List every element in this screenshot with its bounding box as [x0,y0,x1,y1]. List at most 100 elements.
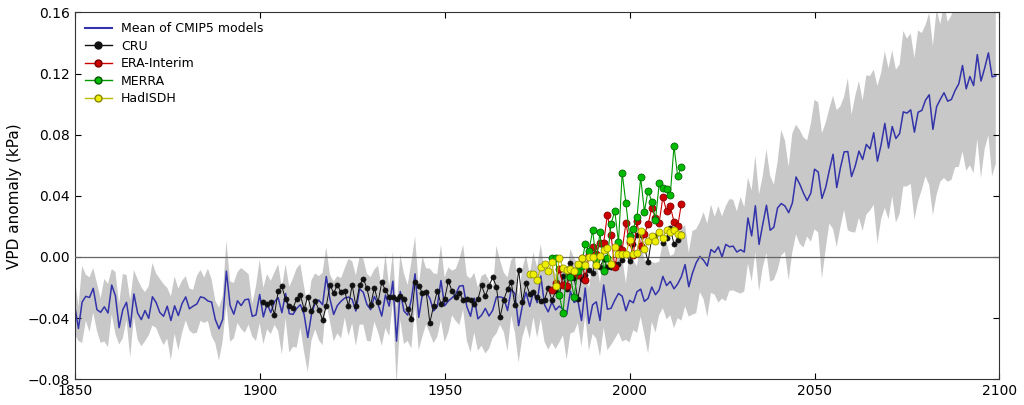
Point [610,261,627,267]
Point [399,306,416,313]
Point [633,243,649,250]
Point [606,208,623,214]
Point [521,291,538,297]
Point [577,241,593,247]
Point [370,299,386,306]
Point [514,299,530,305]
Point [640,221,656,228]
Point [654,239,671,246]
Point [606,264,623,271]
Point [566,268,583,274]
Point [463,297,479,303]
Point [670,231,686,237]
Point [374,279,390,286]
Point [367,284,383,291]
Point [292,292,308,298]
Point [614,257,631,264]
Point [629,218,645,224]
Point [647,233,664,239]
Point [355,275,372,282]
Point [596,247,612,253]
Point [636,246,652,252]
Point [555,310,571,316]
Point [540,268,556,275]
Point [481,283,498,289]
Point [651,229,668,235]
Point [658,234,675,241]
Point [670,223,686,230]
Point [651,220,668,226]
Point [555,273,571,279]
Point [573,275,590,282]
Point [673,232,689,238]
Point [273,283,290,290]
Point [666,227,682,233]
Point [548,254,564,261]
Point [629,249,645,256]
Point [532,298,549,304]
Point [562,265,579,272]
Point [636,245,652,251]
Point [603,264,620,270]
Point [633,228,649,234]
Point [340,303,356,309]
Point [351,282,368,289]
Point [640,238,656,245]
Point [647,214,664,221]
Point [285,305,301,311]
Point [529,277,546,283]
Point [300,293,316,300]
Point [647,217,664,224]
Point [606,244,623,250]
Point [596,239,612,246]
Point [633,232,649,238]
Point [381,294,397,300]
Point [540,285,556,291]
Point [625,226,641,232]
Point [259,301,275,307]
Point [455,297,471,303]
Point [477,293,494,299]
Point [555,282,571,288]
Point [422,320,438,326]
Point [647,238,664,244]
Point [617,220,634,227]
Point [599,255,615,261]
Point [518,280,535,287]
Point [333,289,349,296]
Point [466,301,482,307]
Point [603,261,620,268]
Point [562,270,579,276]
Point [440,278,457,284]
Point [603,220,620,227]
Point [673,164,689,170]
Point [322,282,338,288]
Point [537,260,553,267]
Point [596,256,612,262]
Point [558,267,574,273]
Point [585,227,601,234]
Point [433,301,450,307]
Point [585,244,601,251]
Point [558,283,574,289]
Point [558,266,574,273]
Point [348,303,365,309]
Point [666,241,682,247]
Point [548,283,564,289]
Point [470,296,486,303]
Point [566,269,583,275]
Point [266,311,283,318]
Point [577,277,593,283]
Point [658,208,675,214]
Point [640,258,656,265]
Point [625,252,641,258]
Point [566,274,583,281]
Point [296,306,312,313]
Point [658,186,675,192]
Point [614,250,631,257]
Point [577,262,593,268]
Point [592,240,608,246]
Point [670,237,686,243]
Point [622,258,638,264]
Point [599,211,615,218]
